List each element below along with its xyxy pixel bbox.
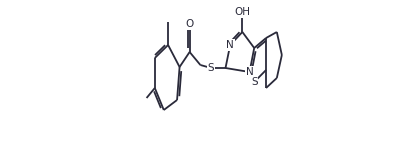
Text: S: S (208, 63, 214, 73)
Text: O: O (186, 19, 194, 29)
Text: S: S (251, 77, 257, 87)
Text: N: N (246, 67, 253, 77)
Text: OH: OH (234, 7, 250, 17)
Text: N: N (226, 40, 234, 50)
